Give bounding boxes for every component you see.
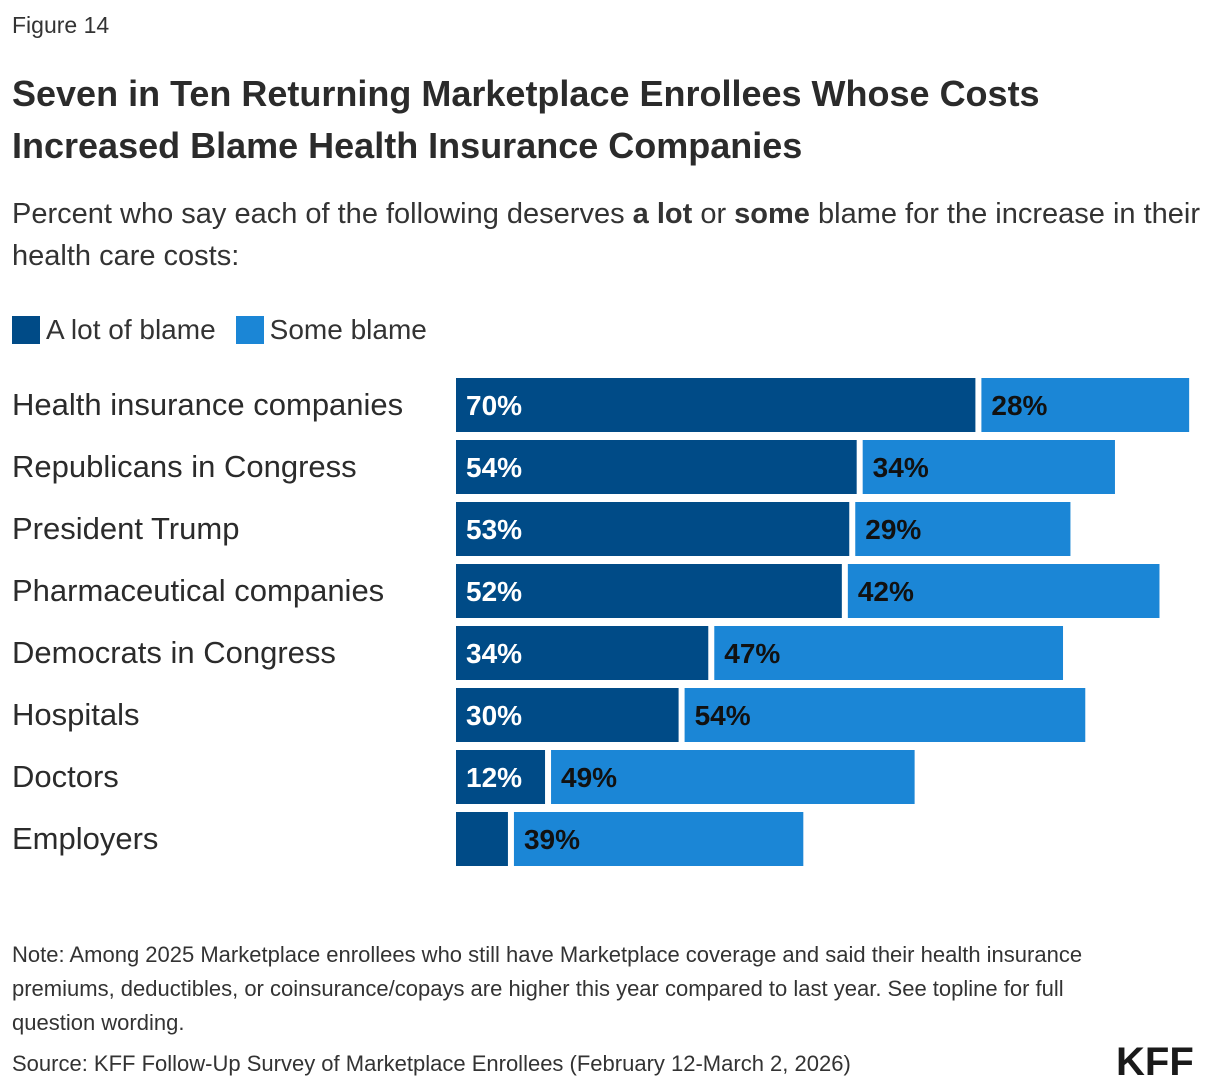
data-label-some-hospitals: 54%: [695, 700, 751, 731]
data-label-some-republicans-in-congress: 34%: [873, 452, 929, 483]
subtitle-text-2: or: [692, 198, 735, 230]
category-label-republicans-in-congress: Republicans in Congress: [12, 449, 357, 484]
bar-a-lot-doctors: [456, 750, 546, 804]
bar-a-lot-pharmaceutical-companies: [456, 564, 842, 618]
category-label-pharmaceutical-companies: Pharmaceutical companies: [12, 573, 384, 608]
data-label-a-lot-president-trump: 53%: [466, 514, 522, 545]
chart-subtitle: Percent who say each of the following de…: [12, 193, 1202, 277]
bar-a-lot-democrats-in-congress: [456, 626, 709, 680]
legend-item-some: Some blame: [235, 314, 427, 346]
subtitle-bold-some: some: [734, 198, 810, 230]
chart-note: Note: Among 2025 Marketplace enrollees w…: [12, 942, 1083, 1035]
bar-chart: Health insurance companies 70% 28% Republic…: [12, 378, 1190, 866]
legend-swatch-a-lot: [12, 316, 40, 344]
legend-label-some: Some blame: [269, 314, 427, 345]
data-label-a-lot-pharmaceutical-companies: 52%: [466, 576, 522, 607]
category-label-president-trump: President Trump: [12, 511, 239, 546]
category-label-democrats-in-congress: Democrats in Congress: [12, 635, 336, 670]
subtitle-bold-a-lot: a lot: [632, 198, 693, 230]
chart-legend: A lot of blame Some blame: [12, 310, 447, 350]
data-label-a-lot-health-insurance-companies: 70%: [466, 390, 522, 421]
category-label-employers: Employers: [12, 821, 158, 856]
bar-some-employers: [513, 812, 804, 866]
legend-swatch-some: [235, 316, 264, 344]
data-label-some-president-trump: 29%: [865, 514, 921, 545]
bar-a-lot-republicans-in-congress: [456, 440, 857, 494]
bar-some-pharmaceutical-companies: [847, 564, 1160, 618]
data-label-some-democrats-in-congress: 47%: [724, 638, 780, 669]
bar-a-lot-hospitals: [456, 688, 679, 742]
kff-logo: KFF: [1116, 1040, 1194, 1084]
data-label-a-lot-doctors: 12%: [466, 762, 522, 793]
bar-some-republicans-in-congress: [862, 440, 1115, 494]
chart-title: Seven in Ten Returning Marketplace Enrol…: [12, 73, 1040, 166]
category-label-hospitals: Hospitals: [12, 697, 140, 732]
category-label-doctors: Doctors: [12, 759, 119, 794]
bar-some-democrats-in-congress: [714, 626, 1064, 680]
figure-label: Figure 14: [12, 12, 110, 38]
category-label-health-insurance-companies: Health insurance companies: [12, 387, 403, 422]
bar-some-hospitals: [684, 688, 1086, 742]
legend-label-a-lot: A lot of blame: [46, 314, 216, 345]
bar-some-health-insurance-companies: [981, 378, 1190, 432]
bar-a-lot-employers: [456, 812, 508, 866]
bar-some-president-trump: [855, 502, 1071, 556]
subtitle-text-1: Percent who say each of the following de…: [12, 198, 633, 230]
data-label-a-lot-democrats-in-congress: 34%: [466, 638, 522, 669]
data-label-some-pharmaceutical-companies: 42%: [858, 576, 914, 607]
legend-item-a-lot: A lot of blame: [12, 314, 216, 346]
data-label-some-employers: 39%: [524, 824, 580, 855]
bar-a-lot-president-trump: [456, 502, 850, 556]
data-label-a-lot-republicans-in-congress: 54%: [466, 452, 522, 483]
bar-some-doctors: [551, 750, 915, 804]
data-label-a-lot-hospitals: 30%: [466, 700, 522, 731]
subtitle-text-3: blame for the increase in their health c…: [12, 198, 1201, 272]
chart-source: Source: KFF Follow-Up Survey of Marketpl…: [12, 1051, 851, 1076]
data-label-some-doctors: 49%: [561, 762, 617, 793]
data-label-some-health-insurance-companies: 28%: [991, 390, 1047, 421]
bar-a-lot-health-insurance-companies: [456, 378, 976, 432]
